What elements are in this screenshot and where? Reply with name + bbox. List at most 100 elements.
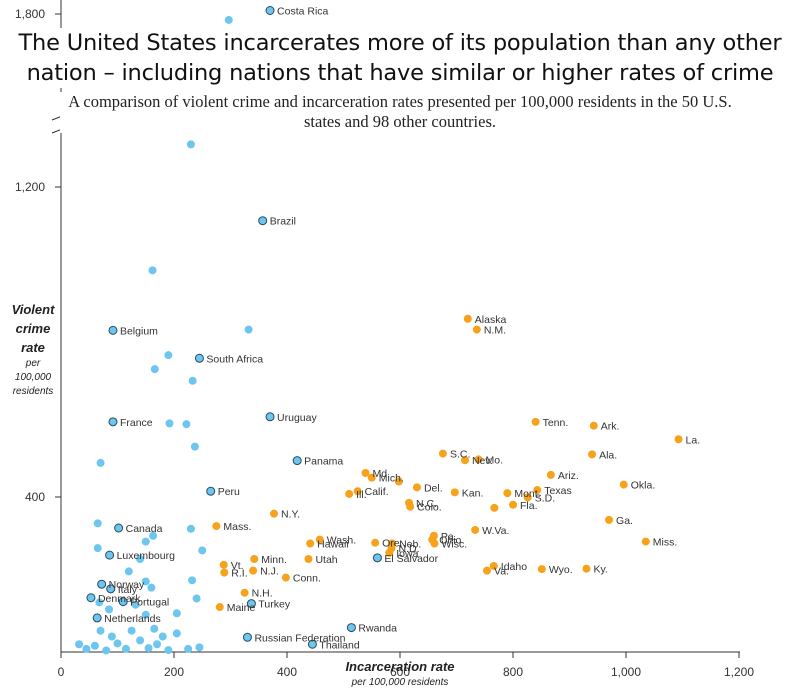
country-label-portugal: Portugal bbox=[130, 597, 169, 609]
country-point-denmark bbox=[86, 593, 96, 603]
country-point bbox=[150, 624, 159, 633]
country-point bbox=[105, 605, 114, 614]
country-point-norway bbox=[97, 579, 107, 589]
country-point-south-africa bbox=[194, 353, 204, 363]
state-point-texas bbox=[533, 486, 542, 495]
state-point-va bbox=[483, 566, 492, 575]
country-point bbox=[107, 632, 116, 641]
state-label-conn: Conn. bbox=[293, 573, 321, 585]
state-point-ariz bbox=[546, 470, 555, 479]
state-label-hawaii: Hawaii bbox=[317, 539, 349, 551]
country-point bbox=[141, 537, 150, 546]
state-point-wash bbox=[315, 535, 324, 544]
country-point bbox=[186, 524, 195, 533]
state-label-s-c: S.C. bbox=[450, 449, 470, 461]
country-point bbox=[144, 644, 153, 653]
country-point bbox=[198, 546, 207, 555]
y-axis-title-line2: crime bbox=[15, 321, 51, 336]
country-label-brazil: Brazil bbox=[270, 216, 296, 228]
state-point-s-d bbox=[523, 493, 532, 502]
country-point bbox=[164, 351, 173, 360]
country-point-luxembourg bbox=[105, 550, 115, 560]
country-point bbox=[141, 577, 150, 586]
state-point-nev bbox=[460, 456, 469, 465]
country-label-panama: Panama bbox=[304, 456, 343, 468]
state-label-mont: Mont. bbox=[514, 488, 540, 500]
state-label-n-c: N.C. bbox=[416, 498, 437, 510]
country-label-uruguay: Uruguay bbox=[277, 412, 317, 424]
state-point-iowa bbox=[385, 548, 394, 557]
state-label-miss: Miss. bbox=[653, 537, 678, 549]
state-point-conn bbox=[281, 573, 290, 582]
country-label-peru: Peru bbox=[218, 486, 240, 498]
x-tick-label: 800 bbox=[503, 665, 523, 679]
state-point-ky bbox=[582, 564, 591, 573]
country-point bbox=[184, 644, 193, 653]
state-label-mich: Mich. bbox=[379, 473, 404, 485]
country-point bbox=[158, 632, 167, 641]
state-point-alaska bbox=[463, 314, 472, 323]
x-ticks: 0 200 400 600 800 1,000 1,200 bbox=[58, 652, 754, 679]
x-axis-title: Incarceration rate per 100,000 residents bbox=[330, 658, 470, 689]
state-point-ark bbox=[589, 421, 598, 430]
state-point-vt bbox=[219, 560, 228, 569]
state-label-nev: Nev. bbox=[472, 455, 493, 467]
country-point bbox=[153, 640, 162, 649]
country-point-costa-rica bbox=[265, 6, 275, 15]
country-point bbox=[93, 544, 102, 553]
state-point-r-i bbox=[220, 568, 229, 577]
state-point-del bbox=[412, 483, 421, 492]
country-label-norway: Norway bbox=[109, 579, 145, 591]
state-point-miss bbox=[641, 537, 650, 546]
state-point-okla bbox=[619, 480, 628, 489]
country-point bbox=[75, 640, 84, 649]
state-point-hawaii bbox=[306, 539, 315, 548]
country-label-turkey: Turkey bbox=[258, 599, 290, 611]
y-axis-title-line3: rate bbox=[21, 340, 45, 355]
country-label-canada: Canada bbox=[126, 523, 163, 535]
state-point-mont bbox=[503, 489, 512, 498]
x-tick-label: 200 bbox=[164, 665, 184, 679]
country-point-netherlands bbox=[92, 613, 102, 623]
state-label-ore: Ore. bbox=[382, 538, 402, 550]
country-point-france bbox=[108, 417, 118, 427]
country-label-russian-federation: Russian Federation bbox=[254, 632, 345, 644]
state-label-s-d: S.D. bbox=[535, 492, 555, 504]
country-point bbox=[244, 325, 253, 334]
state-label-alaska: Alaska bbox=[475, 314, 507, 326]
state-label-wyo: Wyo. bbox=[549, 564, 573, 576]
state-label-ga: Ga. bbox=[616, 515, 633, 527]
state-point-kan bbox=[450, 488, 459, 497]
country-points bbox=[75, 6, 382, 655]
state-label-texas: Texas bbox=[544, 485, 571, 497]
state-label-la: La. bbox=[686, 434, 701, 446]
state-point bbox=[394, 477, 403, 486]
state-point-ore bbox=[371, 538, 380, 547]
state-point-n-y bbox=[270, 509, 279, 518]
country-point bbox=[148, 266, 157, 275]
x-axis-title-sub: per 100,000 residents bbox=[351, 677, 449, 688]
x-tick-label: 1,200 bbox=[724, 665, 754, 679]
x-axis-title-main: Incarceration rate bbox=[345, 659, 455, 674]
state-point-ala bbox=[588, 450, 597, 459]
country-point-thailand bbox=[307, 639, 317, 649]
state-point-tenn bbox=[531, 417, 540, 426]
country-point bbox=[96, 458, 105, 467]
state-label-md: Md. bbox=[373, 468, 391, 480]
state-point-mass bbox=[212, 522, 221, 531]
country-point-portugal bbox=[118, 597, 128, 607]
state-label-maine: Maine bbox=[227, 602, 256, 614]
state-label-kan: Kan. bbox=[462, 487, 484, 499]
state-label-minn: Minn. bbox=[261, 554, 287, 566]
country-point bbox=[164, 646, 173, 655]
country-point bbox=[113, 639, 122, 648]
country-label-denmark: Denmark bbox=[98, 593, 141, 605]
country-point bbox=[224, 15, 233, 24]
country-point bbox=[190, 442, 199, 451]
state-point-w-va bbox=[471, 525, 480, 534]
country-point bbox=[93, 519, 102, 528]
state-point-mo bbox=[474, 455, 483, 464]
state-label-n-y: N.Y. bbox=[281, 509, 300, 521]
x-tick-label: 1,000 bbox=[611, 665, 641, 679]
y-tick-label: 1,800 bbox=[15, 7, 45, 21]
